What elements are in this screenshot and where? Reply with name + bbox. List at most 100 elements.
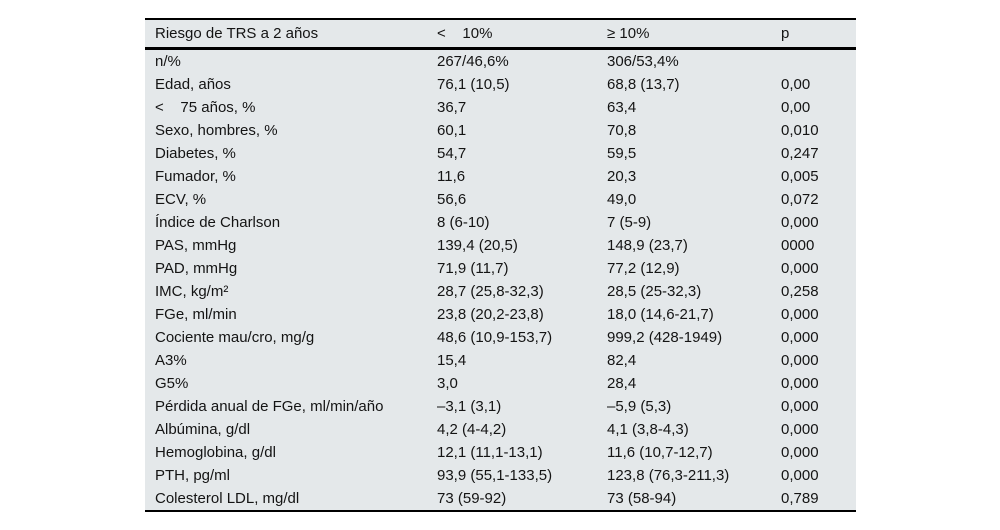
cell-label: Pérdida anual de FGe, ml/min/año	[155, 398, 384, 415]
cell-label: IMC, kg/m²	[155, 283, 229, 300]
table-row: PAS, mmHg 139,4 (20,5) 148,9 (23,7) 0000	[145, 234, 856, 257]
cell-p: 0,005	[781, 168, 819, 185]
cell-gte10: 20,3	[607, 168, 637, 185]
cell-p	[781, 49, 856, 74]
cell-gte10: 123,8 (76,3-211,3)	[607, 467, 730, 484]
cell-label: Colesterol LDL, mg/dl	[155, 490, 300, 507]
cell-label: n/%	[155, 53, 181, 70]
cell-lt10: 3,0	[437, 375, 458, 392]
cell-p: 0,00	[781, 76, 811, 93]
table-row: Cociente mau/cro, mg/g 48,6 (10,9-153,7) 9…	[145, 326, 856, 349]
cell-gte10: 28,4	[607, 375, 637, 392]
table-row: Fumador, % 11,6 20,3 0,005	[145, 165, 856, 188]
cell-gte10: 999,2 (428-1949)	[607, 329, 723, 346]
cell-gte10: 306/53,4%	[607, 53, 679, 70]
table-row: Edad, años 76,1 (10,5) 68,8 (13,7) 0,00	[145, 73, 856, 96]
table-row: n/% 267/46,6% 306/53,4%	[145, 49, 856, 74]
cell-gte10: 73 (58-94)	[607, 490, 677, 507]
table-body: n/% 267/46,6% 306/53,4% Edad, años 76,1 (10,…	[145, 49, 856, 512]
cell-p: 0,000	[781, 421, 819, 438]
cell-gte10: 7 (5-9)	[607, 214, 652, 231]
table-row: Índice de Charlson 8 (6-10) 7 (5-9) 0,000	[145, 211, 856, 234]
cell-label: A3%	[155, 352, 187, 369]
cell-label: Cociente mau/cro, mg/g	[155, 329, 315, 346]
cell-p: 0,789	[781, 490, 819, 507]
cell-lt10: 4,2 (4-4,2)	[437, 421, 507, 438]
cell-gte10: 4,1 (3,8-4,3)	[607, 421, 689, 438]
cell-lt10: 60,1	[437, 122, 467, 139]
cell-label: PAS, mmHg	[155, 237, 237, 254]
cell-p: 0000	[781, 237, 815, 254]
header-risk-lt-10: < 10%	[437, 19, 607, 50]
cell-label: Diabetes, %	[155, 145, 236, 162]
table-row: Sexo, hombres, % 60,1 70,8 0,010	[145, 119, 856, 142]
cell-gte10: 148,9 (23,7)	[607, 237, 688, 254]
table-row: Diabetes, % 54,7 59,5 0,247	[145, 142, 856, 165]
cell-label: Fumador, %	[155, 168, 236, 185]
cell-p: 0,000	[781, 260, 819, 277]
cell-label: PAD, mmHg	[155, 260, 238, 277]
cell-gte10: 59,5	[607, 145, 637, 162]
cell-lt10: 54,7	[437, 145, 467, 162]
cell-gte10: 18,0 (14,6-21,7)	[607, 306, 714, 323]
cell-lt10: 48,6 (10,9-153,7)	[437, 329, 553, 346]
cell-p: 0,010	[781, 122, 819, 139]
cell-label: Albúmina, g/dl	[155, 421, 251, 438]
cell-label: PTH, pg/ml	[155, 467, 231, 484]
table-row: ECV, % 56,6 49,0 0,072	[145, 188, 856, 211]
cell-label: G5%	[155, 375, 189, 392]
trs-risk-table: Riesgo de TRS a 2 años < 10% ≥ 10% p n/%…	[145, 18, 856, 512]
cell-gte10: 77,2 (12,9)	[607, 260, 680, 277]
table-row: FGe, ml/min 23,8 (20,2-23,8) 18,0 (14,6-21…	[145, 303, 856, 326]
cell-lt10: 11,6	[437, 168, 466, 185]
cell-lt10: 139,4 (20,5)	[437, 237, 518, 254]
cell-p: 0,000	[781, 352, 819, 369]
table-row: Colesterol LDL, mg/dl 73 (59-92) 73 (58-94…	[145, 487, 856, 511]
table-row: < 75 años, % 36,7 63,4 0,00	[145, 96, 856, 119]
header-risk-gte-10: ≥ 10%	[607, 19, 781, 50]
cell-lt10: 71,9 (11,7)	[437, 260, 509, 277]
header-variable: Riesgo de TRS a 2 años	[145, 19, 437, 50]
cell-lt10: 23,8 (20,2-23,8)	[437, 306, 544, 323]
table-row: IMC, kg/m² 28,7 (25,8-32,3) 28,5 (25-32,3)…	[145, 280, 856, 303]
cell-p: 0,000	[781, 306, 819, 323]
cell-lt10: 36,7	[437, 99, 467, 116]
cell-gte10: 68,8 (13,7)	[607, 76, 680, 93]
cell-p: 0,247	[781, 145, 819, 162]
cell-gte10: 70,8	[607, 122, 637, 139]
cell-lt10: 8 (6-10)	[437, 214, 490, 231]
cell-gte10: 11,6 (10,7-12,7)	[607, 444, 713, 461]
cell-lt10: 12,1 (11,1-13,1)	[437, 444, 543, 461]
cell-gte10: 28,5 (25-32,3)	[607, 283, 702, 300]
cell-label: Hemoglobina, g/dl	[155, 444, 276, 461]
table-row: PAD, mmHg 71,9 (11,7) 77,2 (12,9) 0,000	[145, 257, 856, 280]
cell-p: 0,072	[781, 191, 819, 208]
cell-label: < 75 años, %	[155, 99, 256, 116]
cell-lt10: 28,7 (25,8-32,3)	[437, 283, 544, 300]
cell-lt10: 15,4	[437, 352, 467, 369]
cell-p: 0,000	[781, 467, 819, 484]
table-row: Hemoglobina, g/dl 12,1 (11,1-13,1) 11,6 (1…	[145, 441, 856, 464]
cell-lt10: 267/46,6%	[437, 53, 509, 70]
table-row: A3% 15,4 82,4 0,000	[145, 349, 856, 372]
cell-lt10: 76,1 (10,5)	[437, 76, 510, 93]
cell-gte10: –5,9 (5,3)	[607, 398, 672, 415]
cell-p: 0,000	[781, 214, 819, 231]
header-p-value: p	[781, 19, 856, 50]
cell-gte10: 49,0	[607, 191, 637, 208]
cell-p: 0,000	[781, 444, 819, 461]
cell-p: 0,000	[781, 398, 819, 415]
header-row: Riesgo de TRS a 2 años < 10% ≥ 10% p	[145, 19, 856, 50]
cell-label: Sexo, hombres, %	[155, 122, 278, 139]
cell-p: 0,000	[781, 329, 819, 346]
cell-p: 0,000	[781, 375, 819, 392]
cell-lt10: 73 (59-92)	[437, 490, 507, 507]
table-row: G5% 3,0 28,4 0,000	[145, 372, 856, 395]
cell-label: Índice de Charlson	[155, 214, 281, 231]
table-row: Pérdida anual de FGe, ml/min/año –3,1 (3,…	[145, 395, 856, 418]
cell-lt10: –3,1 (3,1)	[437, 398, 502, 415]
cell-label: FGe, ml/min	[155, 306, 237, 323]
cell-gte10: 63,4	[607, 99, 637, 116]
cell-p: 0,258	[781, 283, 819, 300]
